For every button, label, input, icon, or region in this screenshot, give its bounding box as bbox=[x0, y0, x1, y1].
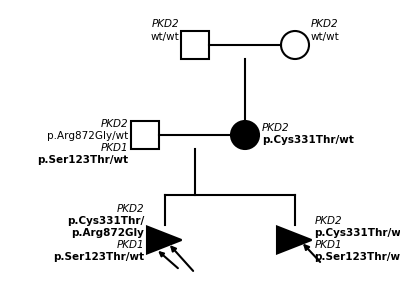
Text: PKD1: PKD1 bbox=[314, 240, 342, 251]
Text: p.Ser123Thr/wt: p.Ser123Thr/wt bbox=[37, 155, 128, 165]
Polygon shape bbox=[147, 227, 182, 254]
Text: PKD2: PKD2 bbox=[314, 216, 342, 227]
Circle shape bbox=[231, 121, 259, 149]
Text: PKD2: PKD2 bbox=[262, 123, 290, 133]
Text: p.Cys331Thr/: p.Cys331Thr/ bbox=[67, 216, 144, 227]
Circle shape bbox=[281, 31, 309, 59]
Text: PKD1: PKD1 bbox=[116, 240, 144, 251]
Bar bbox=[131, 121, 159, 149]
Text: wt/wt: wt/wt bbox=[311, 32, 340, 42]
Text: p.Arg872Gly: p.Arg872Gly bbox=[71, 228, 144, 239]
Text: p.Arg872Gly/wt: p.Arg872Gly/wt bbox=[47, 131, 128, 141]
Text: PKD1: PKD1 bbox=[100, 143, 128, 153]
Text: p.Ser123Thr/wt: p.Ser123Thr/wt bbox=[314, 252, 400, 262]
Text: PKD2: PKD2 bbox=[151, 19, 179, 29]
Text: p.Cys331Thr/wt: p.Cys331Thr/wt bbox=[262, 135, 354, 145]
Text: p.Cys331Thr/wt: p.Cys331Thr/wt bbox=[314, 228, 400, 239]
Text: wt/wt: wt/wt bbox=[150, 32, 179, 42]
Text: PKD2: PKD2 bbox=[116, 204, 144, 215]
Polygon shape bbox=[277, 227, 312, 254]
Text: PKD2: PKD2 bbox=[100, 119, 128, 129]
Text: p.Ser123Thr/wt: p.Ser123Thr/wt bbox=[53, 252, 144, 262]
Text: PKD2: PKD2 bbox=[311, 19, 339, 29]
Bar bbox=[181, 31, 209, 59]
